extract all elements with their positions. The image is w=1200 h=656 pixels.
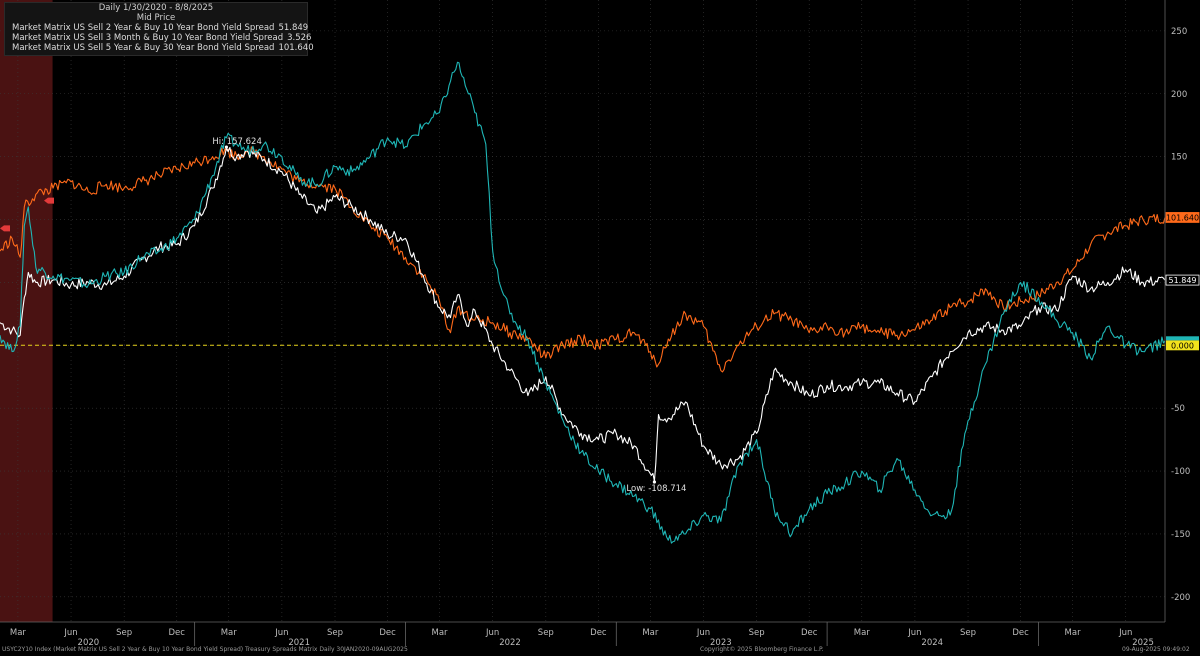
y-axis: 250200150100500-50-100-150-200 <box>1164 0 1190 622</box>
y-tick-label: 200 <box>1171 90 1187 100</box>
x-year-label: 2023 <box>710 638 732 648</box>
x-tick-label: Mar <box>1065 628 1082 638</box>
x-year-label: 2022 <box>499 638 521 648</box>
annotations: Hi: 157.624 Low: -108.714 <box>0 137 686 494</box>
x-tick-label: Sep <box>749 628 765 638</box>
x-tick-label: Dec <box>801 628 818 638</box>
event-marker <box>0 225 10 232</box>
legend-header-range: Daily 1/30/2020 - 8/8/2025 <box>98 3 214 13</box>
x-year-label: 2020 <box>78 638 100 648</box>
last-value-tags: 101.640 51.849 0.000 <box>1165 212 1200 351</box>
annotation-high: Hi: 157.624 <box>212 137 261 147</box>
legend: Daily 1/30/2020 - 8/8/2025 Mid Price Mar… <box>4 2 314 56</box>
annotation-marker <box>224 145 229 149</box>
legend-value-2s10s: 51.849 <box>278 23 309 33</box>
footer-source: USYC2Y10 Index (Market Matrix US Sell 2 … <box>2 646 408 653</box>
x-tick-label: Mar <box>432 628 449 638</box>
x-tick-label: Dec <box>379 628 396 638</box>
legend-value-3m10y: 3.526 <box>287 33 312 43</box>
x-tick-label: Jun <box>63 628 77 638</box>
legend-label-5s30s: Market Matrix US Sell 5 Year & Buy 30 Ye… <box>12 43 275 53</box>
grid <box>0 0 1165 622</box>
zero-tag-label: 0.000 <box>1171 341 1194 350</box>
legend-label-2s10s: Market Matrix US Sell 2 Year & Buy 10 Ye… <box>12 23 275 33</box>
footer-copyright: Copyright© 2025 Bloomberg Finance L.P. <box>700 646 824 653</box>
x-tick-label: Mar <box>854 628 871 638</box>
y-tick-label: -100 <box>1171 467 1190 477</box>
y-tick-label: -50 <box>1171 404 1185 414</box>
tag-label: 51.849 <box>1169 276 1197 285</box>
recession-shade <box>0 0 53 622</box>
last-value-tag-5s30s: 101.640 <box>1165 212 1200 223</box>
legend-value-5s30s: 101.640 <box>278 43 314 53</box>
series-line-3m10y <box>0 61 1166 544</box>
x-tick-label: Mar <box>10 628 27 638</box>
tag-box <box>1165 212 1200 223</box>
x-tick-label: Jun <box>907 628 921 638</box>
tag-box <box>1165 274 1200 286</box>
legend-item-5s30s[interactable]: Market Matrix US Sell 5 Year & Buy 30 Ye… <box>5 43 314 53</box>
x-axis: Mar Jun Sep Dec Mar Jun Sep Dec Mar Jun Sep Dec Mar J… <box>0 621 1165 648</box>
x-tick-label: Jun <box>274 628 288 638</box>
y-tick-label: -200 <box>1171 593 1190 603</box>
annotation-marker <box>652 480 657 484</box>
x-tick-label: Jun <box>1118 628 1132 638</box>
x-tick-label: Dec <box>169 628 186 638</box>
x-tick-label: Mar <box>642 628 659 638</box>
event-marker <box>44 197 54 204</box>
recession-band <box>0 0 53 622</box>
last-value-tag-3m10y-edge <box>1166 336 1199 341</box>
zero-tag: 0.000 <box>1166 336 1199 351</box>
x-tick-label: Mar <box>221 628 238 638</box>
y-tick-label: 250 <box>1171 27 1187 37</box>
footer-timestamp: 09-Aug-2025 09:49:02 <box>1122 646 1190 653</box>
x-year-label: 2021 <box>288 638 310 648</box>
last-value-tag-2s10s: 51.849 <box>1165 274 1200 286</box>
y-tick-label: 150 <box>1171 153 1187 163</box>
legend-item-2s10s[interactable]: Market Matrix US Sell 2 Year & Buy 10 Ye… <box>5 23 309 33</box>
tag-label: 101.640 <box>1166 213 1199 222</box>
series-line-2s10s <box>0 146 1166 482</box>
x-tick-label: Sep <box>327 628 343 638</box>
legend-label-3m10y: Market Matrix US Sell 3 Month & Buy 10 Y… <box>12 33 284 43</box>
y-tick-label: -150 <box>1171 530 1190 540</box>
annotation-low: Low: -108.714 <box>626 484 686 494</box>
x-tick-label: Sep <box>538 628 554 638</box>
x-tick-label: Dec <box>1012 628 1029 638</box>
x-tick-label: Jun <box>696 628 710 638</box>
series-line-5s30s <box>0 146 1166 373</box>
x-tick-label: Jun <box>485 628 499 638</box>
x-tick-label: Sep <box>960 628 976 638</box>
legend-item-3m10y[interactable]: Market Matrix US Sell 3 Month & Buy 10 Y… <box>5 33 311 43</box>
x-year-label: 2024 <box>921 638 943 648</box>
legend-header-field: Mid Price <box>136 13 176 23</box>
x-year-label: 2025 <box>1132 638 1154 648</box>
zero-tag-box <box>1166 340 1199 351</box>
x-tick-label: Dec <box>590 628 607 638</box>
series-lines <box>0 61 1166 544</box>
x-tick-label: Sep <box>116 628 132 638</box>
